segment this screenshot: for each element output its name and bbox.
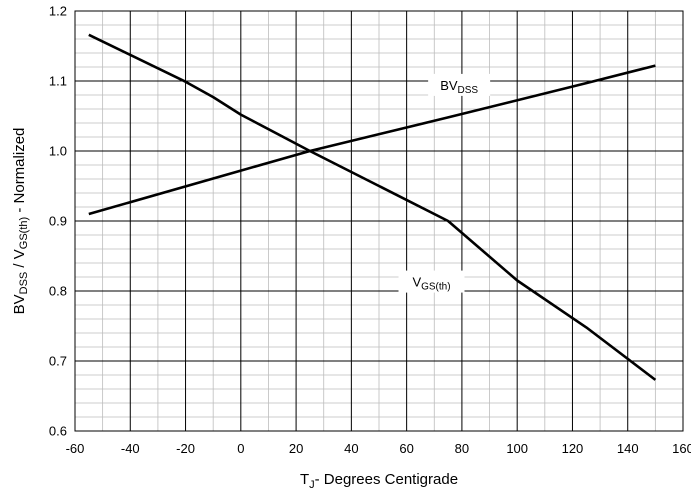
x-tick-label: -40 bbox=[121, 441, 140, 456]
y-axis-title-sub-1: DSS bbox=[18, 272, 30, 295]
x-tick-label: 140 bbox=[617, 441, 639, 456]
x-tick-label: 0 bbox=[237, 441, 244, 456]
y-tick-label: 0.8 bbox=[49, 284, 67, 299]
y-tick-label: 1.0 bbox=[49, 144, 67, 159]
y-axis-title-part-1: BV bbox=[11, 294, 28, 314]
y-tick-label: 0.6 bbox=[49, 424, 67, 439]
y-tick-labels: 0.6 0.7 0.8 0.9 1.0 1.1 1.2 bbox=[49, 4, 67, 439]
x-axis-title-subscript: J bbox=[309, 479, 315, 491]
y-axis-title-part-2: / V bbox=[11, 249, 28, 272]
x-tick-label: 100 bbox=[506, 441, 528, 456]
x-axis-title: TJ- Degrees Centigrade bbox=[300, 471, 458, 491]
series-line-bvdss bbox=[88, 64, 656, 216]
x-tick-label: 60 bbox=[399, 441, 413, 456]
series-label-text: VGS(th) bbox=[412, 275, 450, 293]
x-axis-title-symbol: T bbox=[300, 471, 309, 488]
y-tick-label: 1.2 bbox=[49, 4, 67, 19]
series-label-bvdss: BVDSS bbox=[428, 73, 491, 96]
series-label-vgsth: VGS(th) bbox=[398, 270, 465, 293]
y-tick-label: 0.7 bbox=[49, 354, 67, 369]
series-lines bbox=[88, 33, 657, 381]
x-tick-label: -20 bbox=[176, 441, 195, 456]
x-tick-label: 120 bbox=[562, 441, 584, 456]
series-labels: BVDSS VGS(th) bbox=[398, 73, 491, 293]
major-grid bbox=[75, 11, 683, 431]
x-tick-label: 80 bbox=[455, 441, 469, 456]
y-axis-title-sub-2: GS(th) bbox=[18, 217, 30, 249]
series-label-text: BVDSS bbox=[440, 78, 478, 96]
series-label-background bbox=[428, 73, 491, 96]
x-tick-labels: -60 -40 -20 0 20 40 60 80 100 120 140 160 bbox=[66, 441, 691, 456]
y-axis-title: BVDSS / VGS(th) - Normalized bbox=[11, 128, 30, 315]
x-tick-label: 20 bbox=[289, 441, 303, 456]
y-tick-label: 0.9 bbox=[49, 214, 67, 229]
plot-frame bbox=[74, 10, 684, 432]
y-tick-label: 1.1 bbox=[49, 74, 67, 89]
x-tick-label: 40 bbox=[344, 441, 358, 456]
series-label-background bbox=[398, 270, 465, 293]
x-tick-label: 160 bbox=[672, 441, 691, 456]
series-line-vgsth bbox=[88, 33, 657, 381]
x-tick-label: -60 bbox=[66, 441, 85, 456]
y-axis-title-part-3: - Normalized bbox=[11, 128, 28, 217]
x-axis-title-text: - Degrees Centigrade bbox=[315, 471, 458, 488]
